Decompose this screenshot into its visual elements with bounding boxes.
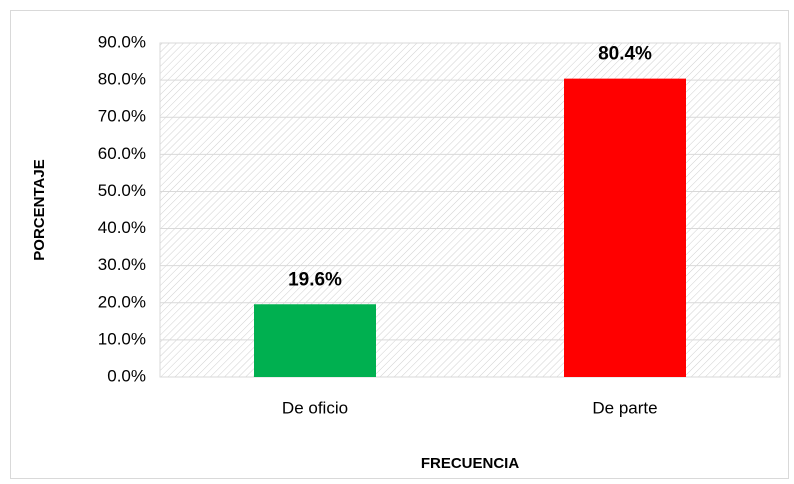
x-axis-title: FRECUENCIA <box>421 455 520 472</box>
y-tick-label: 40.0% <box>98 218 146 237</box>
data-label: 80.4% <box>598 44 652 65</box>
y-tick-label: 20.0% <box>98 292 146 311</box>
y-tick-label: 60.0% <box>98 144 146 163</box>
bar <box>564 78 686 378</box>
y-tick-label: 90.0% <box>98 32 146 51</box>
y-tick-label: 50.0% <box>98 181 146 200</box>
y-axis-title: PORCENTAJE <box>31 159 48 260</box>
plot-area <box>159 42 781 378</box>
y-tick-label: 70.0% <box>98 107 146 126</box>
y-tick-label: 10.0% <box>98 329 146 348</box>
data-label: 19.6% <box>288 269 342 290</box>
y-tick-label: 30.0% <box>98 255 146 274</box>
bar <box>254 304 376 377</box>
y-tick-label: 0.0% <box>107 366 146 385</box>
x-tick-label: De parte <box>592 398 657 417</box>
x-tick-label: De oficio <box>282 398 348 417</box>
y-tick-label: 80.0% <box>98 70 146 89</box>
